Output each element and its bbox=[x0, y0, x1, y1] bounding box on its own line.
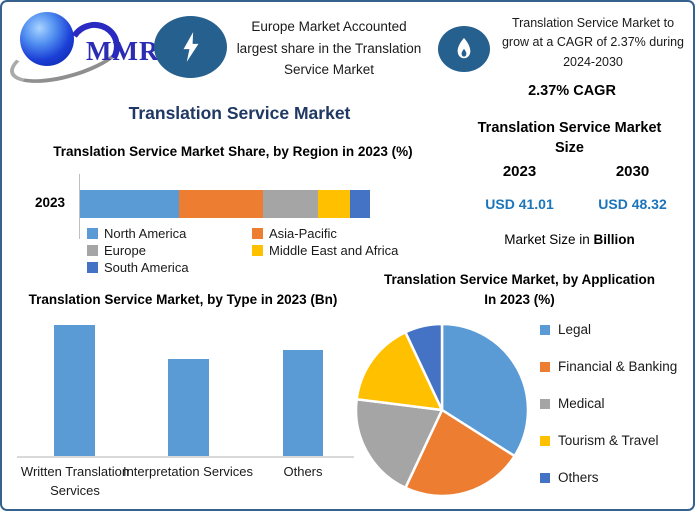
legend-item-others: Others bbox=[540, 470, 677, 485]
legend-label: Europe bbox=[104, 242, 146, 258]
legend-item-tourism-travel: Tourism & Travel bbox=[540, 433, 677, 448]
legend-label: Legal bbox=[558, 322, 592, 337]
flame-icon-badge bbox=[438, 26, 490, 72]
region-axis-line bbox=[79, 174, 80, 239]
type-bar-written-translation-services bbox=[54, 325, 95, 456]
legend-swatch-icon bbox=[87, 261, 98, 273]
legend-item-europe: Europe bbox=[87, 242, 252, 258]
type-bar-plot bbox=[17, 324, 354, 458]
region-segment-asia-pacific bbox=[178, 190, 263, 218]
market-size-value-2030: USD 48.32 bbox=[598, 196, 667, 212]
region-chart-title: Translation Service Market Share, by Reg… bbox=[53, 144, 413, 159]
legend-label: Tourism & Travel bbox=[558, 433, 659, 448]
legend-item-north-america: North America bbox=[87, 225, 252, 241]
lightning-icon-badge bbox=[154, 16, 227, 78]
legend-swatch-icon bbox=[252, 227, 263, 239]
type-bar-others bbox=[283, 350, 323, 456]
flame-icon bbox=[457, 38, 471, 59]
region-segment-north-america bbox=[80, 190, 179, 218]
legend-label: South America bbox=[104, 259, 189, 275]
page-title: Translation Service Market bbox=[128, 103, 351, 123]
legend-label: North America bbox=[104, 225, 187, 241]
legend-label: Others bbox=[558, 470, 599, 485]
fact-cagr-growth: Translation Service Market to grow at a … bbox=[501, 16, 685, 69]
legend-swatch-icon bbox=[540, 361, 550, 372]
legend-swatch-icon bbox=[87, 244, 98, 256]
region-stacked-bar bbox=[80, 190, 370, 218]
market-size-year-2023: 2023 bbox=[502, 163, 537, 180]
region-segment-south-america bbox=[349, 190, 370, 218]
pie-slice-medical bbox=[354, 397, 444, 490]
pie-slice-others bbox=[404, 322, 444, 412]
type-bar-interpretation-services bbox=[168, 359, 209, 456]
region-segment-europe bbox=[262, 190, 318, 218]
pie-chart-title: Translation Service Market, by Applicati… bbox=[383, 272, 656, 307]
legend-item-medical: Medical bbox=[540, 396, 677, 411]
type-bar-label-interpretation-services: Interpretation Services bbox=[122, 464, 254, 479]
legend-item-middle-east-and-africa: Middle East and Africa bbox=[252, 242, 399, 258]
legend-swatch-icon bbox=[87, 227, 98, 239]
legend-swatch-icon bbox=[540, 435, 550, 446]
market-size-year-2030: 2030 bbox=[615, 163, 650, 180]
legend-item-financial-banking: Financial & Banking bbox=[540, 359, 677, 374]
market-size-unit-bold: Billion bbox=[593, 232, 635, 247]
legend-label: Asia-Pacific bbox=[269, 225, 337, 241]
legend-label: Medical bbox=[558, 396, 605, 411]
application-legend: Legal Financial & Banking Medical Tourism &… bbox=[540, 322, 677, 485]
legend-swatch-icon bbox=[540, 324, 550, 335]
cagr-badge: 2.37% CAGR bbox=[528, 83, 616, 99]
legend-item-legal: Legal bbox=[540, 322, 677, 337]
globe-icon bbox=[20, 12, 74, 66]
market-size-unit-prefix: Market Size in bbox=[504, 232, 590, 247]
legend-swatch-icon bbox=[252, 244, 263, 256]
legend-item-asia-pacific: Asia-Pacific bbox=[252, 225, 399, 241]
market-size-value-2023: USD 41.01 bbox=[485, 196, 554, 212]
mmr-logo: MMR bbox=[4, 8, 160, 94]
region-axis-label: 2023 bbox=[34, 195, 66, 210]
logo-text: MMR bbox=[86, 36, 160, 66]
lightning-icon bbox=[183, 32, 198, 62]
region-segment-middle-east-and-africa bbox=[317, 190, 350, 218]
legend-label: Financial & Banking bbox=[558, 359, 678, 374]
type-chart-title: Translation Service Market, by Type in 2… bbox=[28, 292, 338, 307]
application-pie bbox=[354, 322, 530, 498]
pie-slice-tourism-travel bbox=[355, 330, 444, 412]
fact-europe-share: Europe Market Accounted largest share in… bbox=[236, 19, 422, 78]
legend-item-south-america: South America bbox=[87, 259, 252, 275]
market-size-title: Translation Service Market Size bbox=[477, 120, 662, 156]
legend-swatch-icon bbox=[540, 472, 550, 483]
legend-label: Middle East and Africa bbox=[269, 242, 399, 258]
legend-swatch-icon bbox=[540, 398, 550, 409]
type-bar-label-written-translation-services: Written Translation Services bbox=[20, 464, 130, 498]
type-bar-label-others: Others bbox=[283, 464, 323, 479]
region-legend: North America Asia-Pacific Europe Middle Ea… bbox=[87, 225, 399, 275]
market-size-unit: Market Size in Billion bbox=[462, 232, 677, 247]
